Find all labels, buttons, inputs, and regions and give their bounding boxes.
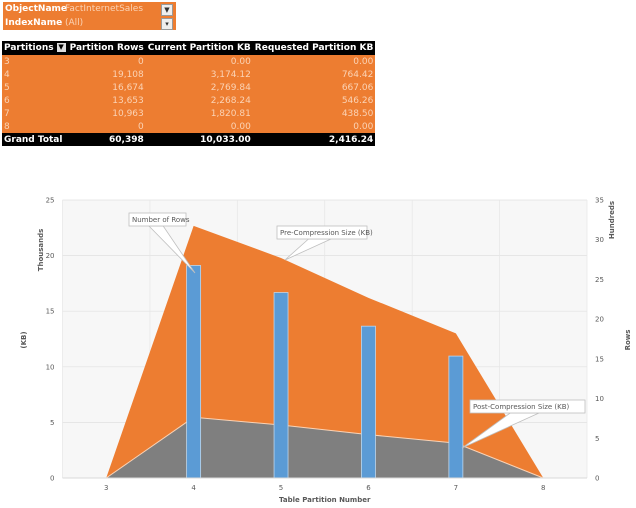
callout-post-compression-text: Post-Compression Size (KB) <box>473 403 570 411</box>
table-row: 3 0 0.00 0.00 <box>2 55 376 68</box>
callout-post-compression <box>469 399 586 414</box>
table-cell: 19,108 <box>67 68 146 81</box>
left-tick-label: 15 <box>46 308 55 316</box>
header-current-kb: Current Partition KB <box>145 41 253 55</box>
area-pre-compression <box>106 225 544 478</box>
table-cell: 764.42 <box>252 68 376 81</box>
bar-rows <box>361 325 376 479</box>
left-tick-label: 20 <box>46 252 55 260</box>
right-tick-label: 25 <box>595 276 604 284</box>
table-cell: 0.00 <box>252 120 376 133</box>
dropdown-icon[interactable]: ▾ <box>161 18 173 30</box>
filter-icon[interactable]: ▼ <box>56 43 66 52</box>
right-tick-label: 20 <box>595 316 604 324</box>
header-partitions[interactable]: Partitions ▼ <box>2 41 68 55</box>
x-tick-label: 5 <box>279 484 283 492</box>
x-tick-label: 4 <box>191 484 196 492</box>
table-cell: 546.26 <box>252 94 376 107</box>
left-tick-label: 0 <box>50 475 54 483</box>
table-cell: 0 <box>67 55 146 68</box>
table-cell: 667.06 <box>252 81 376 94</box>
header-rows: Partition Rows <box>67 41 146 55</box>
grand-total-row: Grand Total 60,398 10,033.00 2,416.24 <box>2 133 376 146</box>
right-tick-label: 5 <box>595 435 599 443</box>
table-row: 4 19,108 3,174.12 764.42 <box>2 68 376 81</box>
left-tick-label: 25 <box>46 197 55 205</box>
table-cell: 438.50 <box>252 107 376 120</box>
left-axis-unit-label: Thousands <box>37 229 45 272</box>
table-cell: 4 <box>2 68 68 81</box>
table-cell: 2,268.24 <box>145 94 253 107</box>
filter-objectname[interactable]: ObjectName FactInternetSales ▼ <box>3 2 176 16</box>
total-cell: 10,033.00 <box>145 133 253 146</box>
table-row: 5 16,674 2,769.84 667.06 <box>2 81 376 94</box>
right-tick-label: 15 <box>595 355 604 363</box>
table-cell: 0.00 <box>252 55 376 68</box>
table-cell: 0.00 <box>145 120 253 133</box>
bar-rows <box>448 355 464 479</box>
filter-label: ObjectName <box>5 4 68 14</box>
table-cell: 0 <box>67 120 146 133</box>
table-cell: 5 <box>2 81 68 94</box>
filter-value: (All) <box>65 18 84 28</box>
table-cell: 8 <box>2 120 68 133</box>
table-cell: 3,174.12 <box>145 68 253 81</box>
header-requested-kb: Requested Partition KB <box>252 41 376 55</box>
bar-rows <box>186 265 202 479</box>
right-axis-title: Rows <box>624 330 632 351</box>
table-cell: 3 <box>2 55 68 68</box>
right-axis-unit-label: Hundreds <box>608 201 616 239</box>
callout-pre-compression <box>276 225 368 240</box>
x-tick-label: 7 <box>454 484 458 492</box>
pivot-table: Partitions ▼ Partition Rows Current Parti… <box>2 41 376 146</box>
table-cell: 1,820.81 <box>145 107 253 120</box>
right-tick-label: 30 <box>595 236 604 244</box>
right-tick-label: 35 <box>595 197 604 205</box>
bar-rows <box>273 292 289 479</box>
total-cell: 2,416.24 <box>252 133 376 146</box>
filter-value: FactInternetSales <box>65 4 144 14</box>
filter-active-icon[interactable]: ▼ <box>161 4 173 16</box>
left-tick-label: 5 <box>50 419 54 427</box>
table-cell: 0.00 <box>145 55 253 68</box>
callout-number-of-rows-text: Number of Rows <box>132 216 190 224</box>
total-cell: Grand Total <box>2 133 68 146</box>
table-row: 7 10,963 1,820.81 438.50 <box>2 107 376 120</box>
x-tick-label: 6 <box>366 484 371 492</box>
x-axis-title: Table Partition Number <box>279 496 371 504</box>
table-row: 8 0 0.00 0.00 <box>2 120 376 133</box>
table-cell: 7 <box>2 107 68 120</box>
left-axis-title: (KB) <box>20 331 28 348</box>
table-cell: 2,769.84 <box>145 81 253 94</box>
right-tick-label: 0 <box>595 475 599 483</box>
table-cell: 16,674 <box>67 81 146 94</box>
report-filters: ObjectName FactInternetSales ▼ IndexName (A… <box>3 2 176 30</box>
filter-label: IndexName <box>5 18 63 28</box>
table-cell: 10,963 <box>67 107 146 120</box>
total-cell: 60,398 <box>67 133 146 146</box>
table-cell: 13,653 <box>67 94 146 107</box>
callout-pre-compression-text: Pre-Compression Size (KB) <box>280 229 373 237</box>
x-tick-label: 8 <box>541 484 545 492</box>
table-row: 6 13,653 2,268.24 546.26 <box>2 94 376 107</box>
table-cell: 6 <box>2 94 68 107</box>
filter-indexname[interactable]: IndexName (All) ▾ <box>3 16 176 30</box>
right-tick-label: 10 <box>595 395 604 403</box>
x-tick-label: 3 <box>104 484 108 492</box>
left-tick-label: 10 <box>46 363 55 371</box>
callout-number-of-rows <box>128 212 187 227</box>
